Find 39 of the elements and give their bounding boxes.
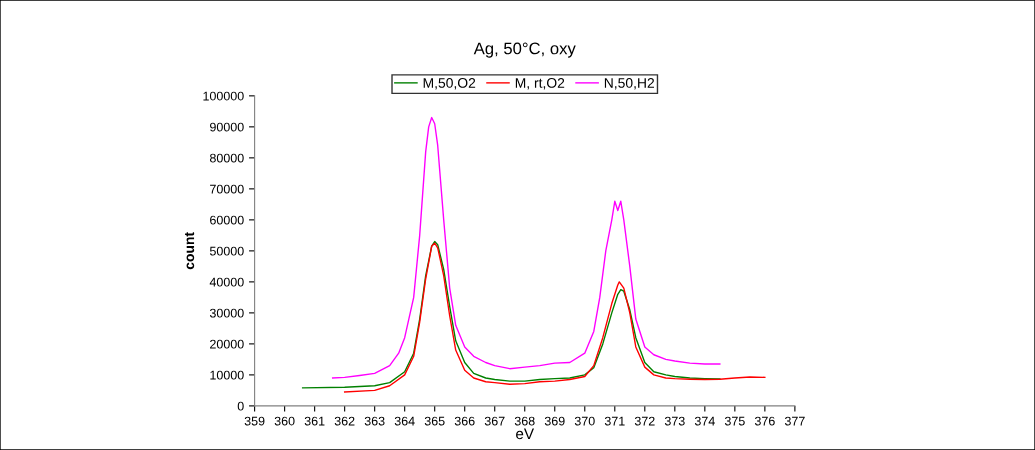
x-tick-label: 368: [514, 416, 535, 426]
x-tick-label: 370: [574, 416, 595, 426]
y-tick-label: 80000: [209, 153, 244, 163]
chart-title: Ag, 50°C, oxy: [473, 42, 576, 58]
x-axis-title: eV: [516, 428, 535, 440]
x-tick-label: 374: [694, 416, 715, 426]
x-tick-label: 375: [724, 416, 745, 426]
legend-label: N,50,H2: [604, 78, 655, 90]
x-tick-label: 366: [454, 416, 475, 426]
x-tick-label: 371: [604, 416, 625, 426]
y-tick-label: 30000: [209, 308, 244, 318]
legend-label: M,50,O2: [423, 78, 476, 90]
y-tick-label: 100000: [203, 91, 244, 101]
y-tick-label: 50000: [209, 246, 244, 256]
x-tick-label: 373: [664, 416, 685, 426]
x-tick-label: 365: [424, 416, 445, 426]
y-axis-title: count: [184, 232, 195, 270]
x-tick-label: 360: [274, 416, 295, 426]
x-tick-label: 377: [784, 416, 805, 426]
y-tick-label: 10000: [210, 370, 244, 380]
y-tick-label: 0: [237, 401, 244, 411]
line-series: [343, 242, 766, 393]
y-tick-label: 70000: [210, 184, 244, 194]
y-tick-label: 20000: [210, 339, 244, 349]
y-tick-label: 40000: [209, 277, 244, 287]
x-tick-label: 361: [304, 416, 325, 426]
x-tick-label: 359: [244, 416, 265, 426]
y-tick-label: 90000: [210, 122, 244, 132]
legend-label: M, rt,O2: [515, 78, 565, 90]
x-tick-label: 376: [754, 416, 775, 426]
y-tick-label: 60000: [210, 215, 244, 225]
x-tick-label: 369: [544, 416, 565, 426]
x-tick-label: 364: [394, 416, 415, 426]
x-tick-label: 363: [364, 416, 385, 426]
line-series: [331, 116, 721, 379]
x-tick-label: 367: [484, 416, 505, 426]
x-tick-label: 362: [334, 416, 355, 426]
line-series: [301, 240, 721, 389]
x-tick-label: 372: [634, 416, 655, 426]
